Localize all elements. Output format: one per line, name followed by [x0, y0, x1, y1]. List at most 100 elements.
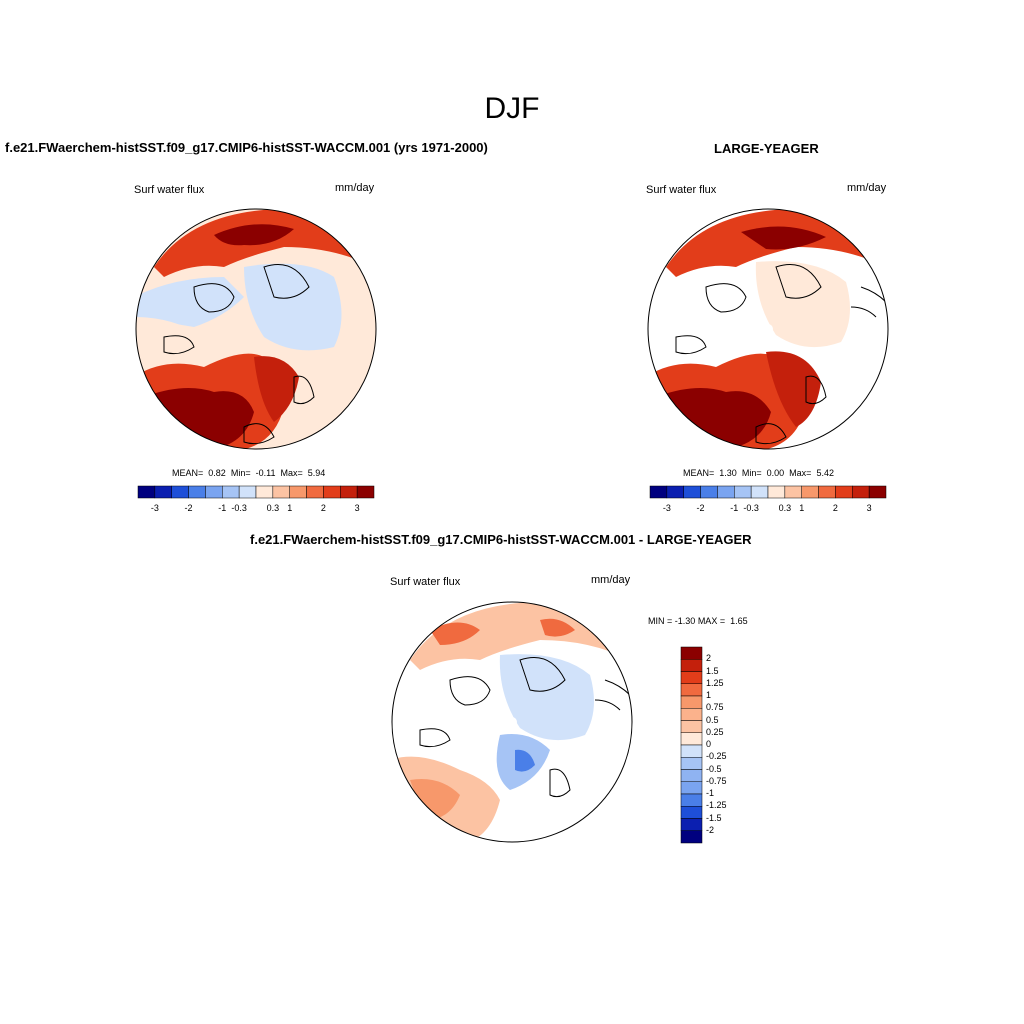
diff-colorbar-tick-label: 0 [706, 739, 712, 749]
obs-panel-title: LARGE-YEAGER [714, 141, 819, 156]
diff-colorbar-swatch [680, 830, 703, 844]
obs-colorbar-swatch [666, 485, 684, 499]
obs-colorbar-swatch [717, 485, 735, 499]
diff-colorbar-tick-label: -0.5 [706, 763, 722, 774]
model-colorbar-swatch [356, 485, 375, 499]
obs-colorbar-tick-label: 2 [832, 503, 838, 513]
model-colorbar-swatch [222, 485, 240, 499]
model-colorbar-swatch [238, 485, 257, 499]
diff-colorbar-tick-label: 1.25 [706, 677, 724, 688]
obs-colorbar-tick-label: 1 [799, 503, 805, 513]
obs-mean-label: MEAN= [683, 468, 715, 478]
diff-colorbar-tick-label: 2 [706, 653, 712, 664]
diff-colorbar-tick-label: -0.25 [706, 751, 727, 762]
model-colorbar-tick-label: 2 [320, 503, 326, 513]
model-colorbar-swatch [205, 485, 223, 499]
obs-max-value: 5.42 [816, 468, 834, 478]
diff-colorbar-swatch [680, 720, 703, 733]
diff-colorbar-swatch [680, 732, 703, 746]
model-stats: MEAN= 0.82 Min= -0.11 Max= 5.94 [172, 468, 325, 478]
obs-colorbar-swatch [700, 485, 718, 499]
obs-units-label: mm/day [847, 182, 887, 194]
model-mean-label: MEAN= [172, 468, 204, 478]
model-colorbar-swatch [323, 485, 341, 499]
diff-colorbar [680, 646, 703, 844]
diff-colorbar-swatch [680, 708, 703, 721]
model-colorbar-tick-label: 3 [354, 503, 360, 513]
model-colorbar-tick-label: 0.3 [266, 503, 280, 513]
model-canada-field [136, 277, 244, 327]
model-colorbar-tick-label: 1 [287, 503, 293, 513]
diff-colorbar-swatch [680, 695, 703, 709]
diff-stats: MIN = -1.30 MAX = 1.65 [648, 616, 748, 626]
diff-colorbar-tick-label: -1.25 [706, 800, 727, 811]
diff-colorbar-tick-label: 1.5 [706, 665, 719, 676]
obs-coastlines [675, 264, 887, 445]
obs-colorbar-tick-label: 3 [866, 503, 872, 513]
diff-arctic-field [499, 654, 594, 741]
diff-min-value: -1.30 [674, 616, 696, 626]
obs-colorbar-swatch [649, 485, 668, 499]
diff-max-label: MAX = [697, 616, 726, 626]
model-norwegian-field [254, 356, 299, 422]
diff-panel-title: f.e21.FWaerchem-histSST.f09_g17.CMIP6-hi… [250, 532, 752, 547]
model-colorbar-swatch [255, 485, 274, 499]
diff-colorbar-tick-label: 1 [706, 690, 712, 700]
obs-variable-label: Surf water flux [646, 184, 717, 196]
model-colorbar-swatch [188, 485, 206, 499]
model-min-label: Min= [230, 468, 251, 478]
diff-colorbar-swatch [680, 744, 703, 758]
model-colorbar-tick-label: -0.3 [231, 503, 247, 513]
obs-colorbar-ticks: -3 -2 -1 -0.3 0.3 1 2 3 [650, 503, 886, 515]
obs-colorbar-swatch [801, 485, 819, 499]
model-colorbar-tick-label: -2 [184, 503, 193, 513]
model-colorbar-tick-label: -3 [150, 503, 159, 513]
diff-coastlines [419, 657, 631, 798]
obs-colorbar-tick-label: -3 [662, 503, 671, 513]
diff-barents-min-field [515, 749, 535, 772]
obs-min-value: 0.00 [766, 468, 785, 478]
obs-map-border [647, 208, 889, 450]
model-colorbar-ticks: -3 -2 -1 -0.3 0.3 1 2 3 [138, 503, 374, 515]
obs-max-label: Max= [789, 468, 812, 478]
model-colorbar-swatch [171, 485, 189, 499]
model-colorbar-swatch [272, 485, 290, 499]
obs-colorbar-swatch [868, 485, 887, 499]
diff-colorbar-tick-label: -2 [706, 824, 715, 835]
obs-colorbar-swatch [734, 485, 752, 499]
obs-bering-max-field [741, 226, 826, 250]
obs-colorbar-tick-label: -1 [730, 503, 739, 513]
diff-variable-label: Surf water flux [390, 576, 461, 588]
obs-colorbar-swatch [683, 485, 701, 499]
model-colorbar-swatch [154, 485, 172, 499]
diff-min-label: MIN = [648, 616, 673, 626]
model-panel-title: f.e21.FWaerchem-histSST.f09_g17.CMIP6-hi… [5, 140, 488, 155]
obs-colorbar-swatch [784, 485, 802, 499]
diff-colorbar-tick-label: 0.25 [706, 726, 724, 737]
diff-colorbar-swatch [680, 683, 703, 697]
diff-colorbar-tick-label: -1.5 [706, 812, 722, 823]
diff-colorbar-swatch [680, 806, 703, 819]
obs-colorbar-swatch [852, 485, 870, 499]
diff-pacific-high-field [430, 618, 575, 645]
model-labrador-field [136, 317, 204, 357]
model-colorbar [137, 485, 375, 499]
obs-colorbar-swatch [750, 485, 769, 499]
model-map-border [135, 208, 377, 450]
model-max-value: 5.94 [307, 468, 326, 478]
diff-colorbar-ticks: 2 1.5 1.25 1 0.75 0.5 0.25 0 -0.25 -0.5 -0.75 -1 -1.… [706, 647, 746, 843]
model-max-label: Max= [280, 468, 303, 478]
obs-colorbar-swatch [835, 485, 853, 499]
diff-colorbar-tick-label: 0.75 [706, 702, 724, 713]
model-arctic-field [244, 263, 342, 351]
diff-colorbar-swatch [680, 659, 703, 672]
obs-colorbar [649, 485, 887, 499]
model-min-value: -0.11 [255, 468, 276, 478]
obs-polar-map [647, 208, 889, 450]
diff-colorbar-swatch [680, 818, 703, 831]
model-mean-value: 0.82 [208, 468, 226, 478]
diff-colorbar-swatch [680, 769, 703, 782]
obs-colorbar-tick-label: 0.3 [778, 503, 792, 513]
model-colorbar-swatch [340, 485, 358, 499]
diff-pole-missing [507, 717, 517, 727]
